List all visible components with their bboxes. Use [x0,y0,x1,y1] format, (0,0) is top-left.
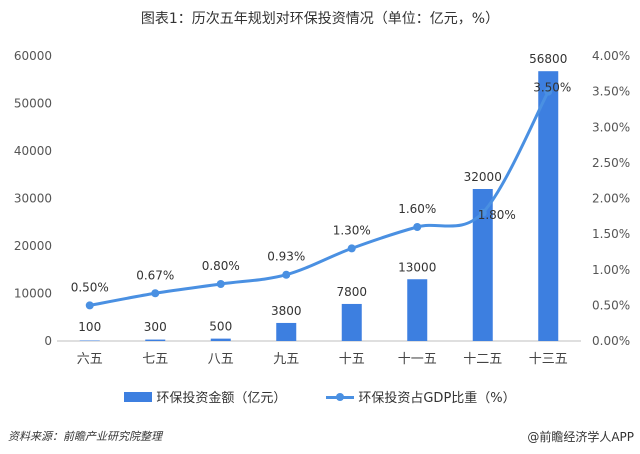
line-point [282,270,291,279]
y-left-tick-label: 0 [44,334,52,348]
line-point [544,87,553,96]
y-right-tick-label: 4.00% [592,49,630,63]
line-point [151,289,160,298]
line-point [413,223,422,231]
legend-label-bar: 环保投资金额（亿元） [156,391,287,406]
bar [472,189,493,341]
legend-swatch-line [326,392,355,402]
chart-svg: 0 10000 20000 30000 40000 50000 60000 0.00% 0.50… [14,49,630,367]
line-point [85,301,94,310]
y-left-tick-label: 60000 [14,49,52,63]
credit: @前瞻经济学人APP [527,430,634,444]
y-right-tick-label: 2.00% [592,192,630,206]
bar-value-label: 100 [78,320,101,334]
legend-item-line: 环保投资占GDP比重（%） [326,387,516,406]
x-tick-label: 七五 [142,352,168,367]
line-value-label: 1.60% [398,202,436,216]
bar [276,322,297,341]
x-tick-label: 六五 [77,352,103,367]
y-right-tick-label: 3.00% [592,120,630,134]
chart-title: 图表1：历次五年规划对环保投资情况（单位：亿元，%） [140,11,500,27]
bar-value-label: 56800 [529,52,567,66]
line-value-label: 1.30% [333,223,371,237]
line-point [216,280,225,288]
line-point [347,244,356,253]
y-left-tick-label: 30000 [14,192,52,206]
y-left-tick-label: 50000 [14,97,52,111]
bar [145,339,166,341]
y-right-tick-label: 0.00% [592,334,630,348]
bar-value-label: 500 [209,320,232,334]
line-value-label: 0.67% [136,268,174,282]
x-tick-label: 十三五 [529,352,568,367]
bar-value-label: 13000 [398,260,436,274]
y-left-tick-label: 20000 [14,239,52,253]
line-value-label: 0.50% [71,280,109,294]
bar [341,303,362,341]
bar-value-label: 32000 [464,170,502,184]
y-right-tick-label: 1.00% [592,263,630,277]
bar-value-label: 7800 [336,285,367,299]
x-tick-label: 十二五 [463,352,502,367]
legend-label-line: 环保投资占GDP比重（%） [358,391,516,406]
source-note: 资料来源：前瞻产业研究院整理 [8,430,162,443]
bar [407,279,428,341]
x-tick-label: 十一五 [398,352,437,367]
bar-value-label: 300 [144,320,167,334]
line-value-label: 3.50% [533,81,571,95]
y-left-tick-label: 40000 [14,144,52,158]
legend: 环保投资金额（亿元） 环保投资占GDP比重（%） [0,387,640,406]
line-value-label: 0.93% [267,250,305,264]
x-tick-label: 八五 [208,352,234,367]
y-right-tick-label: 3.50% [592,85,630,99]
line-value-label: 1.80% [478,208,516,222]
legend-swatch-bar [124,391,153,402]
legend-item-bar: 环保投资金额（亿元） [124,387,286,406]
y-right-tick-label: 2.50% [592,156,630,170]
bar-value-label: 3800 [271,304,302,318]
line-value-label: 0.80% [202,259,240,273]
x-tick-label: 十五 [339,352,365,367]
y-right-tick-label: 0.50% [592,298,630,312]
bar [210,338,231,341]
y-left-tick-label: 10000 [14,287,52,301]
line-point [478,208,487,217]
bar [538,71,559,341]
y-right-tick-label: 1.50% [592,227,630,241]
x-tick-label: 九五 [273,352,299,367]
